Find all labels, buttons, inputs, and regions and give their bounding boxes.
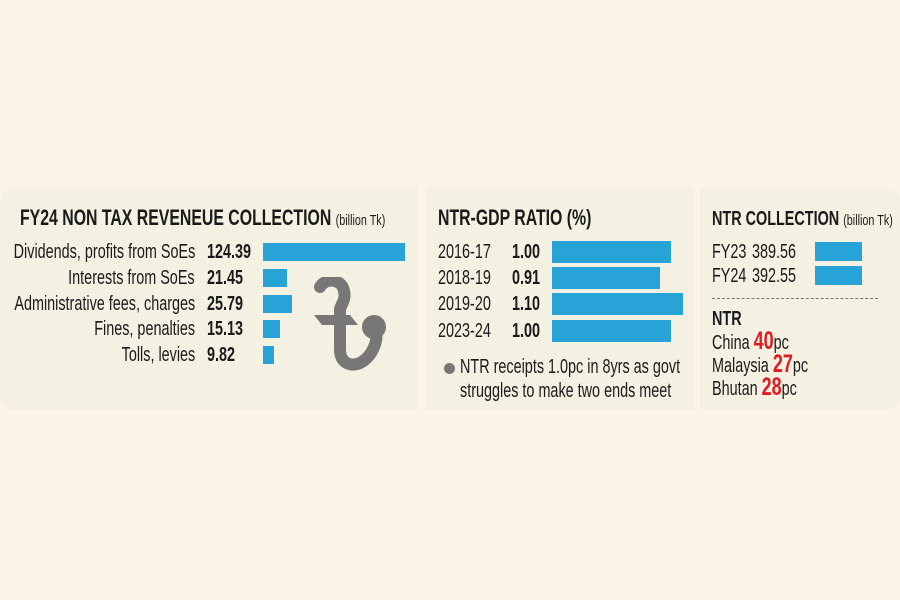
- note-line-1: NTR receipts 1.0pc in 8yrs as govt: [460, 356, 681, 378]
- country-label: China: [712, 332, 750, 354]
- country-label: Bhutan: [712, 378, 758, 400]
- panel-non-tax-revenue: FY24 NON TAX REVENEUE COLLECTION (billio…: [0, 187, 418, 410]
- chart-title: NTR-GDP RATIO (%): [438, 205, 592, 230]
- divider: [712, 298, 878, 299]
- percent-suffix: pc: [773, 332, 789, 354]
- bar: [815, 242, 862, 261]
- country-label: Malaysia: [712, 355, 769, 377]
- value-label: 1.00: [512, 320, 541, 342]
- bar: [263, 243, 405, 261]
- bar: [552, 320, 672, 342]
- bar: [552, 267, 661, 289]
- taka-symbol-icon: [314, 277, 386, 371]
- category-label: FY23: [712, 241, 747, 263]
- percent-suffix: pc: [781, 378, 797, 400]
- bar: [263, 295, 293, 313]
- value-label: 9.82: [207, 344, 236, 366]
- value-label: 124.39: [207, 241, 252, 263]
- panel-ntr-gdp-ratio: NTR-GDP RATIO (%) NTR receipts 1.0pc in …: [426, 187, 694, 410]
- value-label: 25.79: [207, 293, 244, 315]
- bar: [263, 269, 288, 287]
- bar: [815, 266, 862, 285]
- bar: [263, 320, 281, 338]
- percent-value: 40: [753, 327, 774, 355]
- chart-title: FY24 NON TAX REVENEUE COLLECTION (billio…: [20, 205, 386, 230]
- category-label: 2018-19: [438, 267, 491, 289]
- panel-ntr-collection: NTR COLLECTION (billion Tk) NTR FY23 389.…: [700, 187, 900, 410]
- chart-title: NTR COLLECTION (billion Tk): [712, 208, 893, 230]
- value-label: 389.56: [752, 241, 797, 263]
- category-label: Tolls, levies: [121, 344, 195, 366]
- category-label: 2023-24: [438, 320, 491, 342]
- category-label: Interests from SoEs: [68, 267, 195, 289]
- note-line-2: struggles to make two ends meet: [460, 380, 672, 402]
- ntr-compare-row: China 40pc: [712, 329, 789, 354]
- value-label: 1.00: [512, 241, 541, 263]
- category-label: 2019-20: [438, 293, 491, 315]
- category-label: Fines, penalties: [94, 318, 195, 340]
- ntr-heading: NTR: [712, 308, 742, 330]
- unit-label: (billion Tk): [843, 212, 893, 229]
- bullet-dot-icon: [444, 363, 455, 374]
- category-label: Dividends, profits from SoEs: [13, 241, 195, 263]
- unit-label: (billion Tk): [335, 212, 386, 229]
- ntr-compare-row: Malaysia 27pc: [712, 352, 808, 377]
- value-label: 0.91: [512, 267, 541, 289]
- bar: [552, 241, 672, 263]
- bar: [552, 293, 683, 315]
- percent-value: 28: [761, 373, 782, 401]
- value-label: 392.55: [752, 265, 797, 287]
- ntr-compare-row: Bhutan 28pc: [712, 375, 797, 400]
- value-label: 1.10: [512, 293, 541, 315]
- category-label: Administrative fees, charges: [14, 293, 195, 315]
- bar: [263, 346, 275, 364]
- percent-suffix: pc: [792, 355, 809, 377]
- value-label: 21.45: [207, 267, 244, 289]
- percent-value: 27: [772, 350, 793, 378]
- value-label: 15.13: [207, 318, 244, 340]
- category-label: FY24: [712, 265, 747, 287]
- category-label: 2016-17: [438, 241, 491, 263]
